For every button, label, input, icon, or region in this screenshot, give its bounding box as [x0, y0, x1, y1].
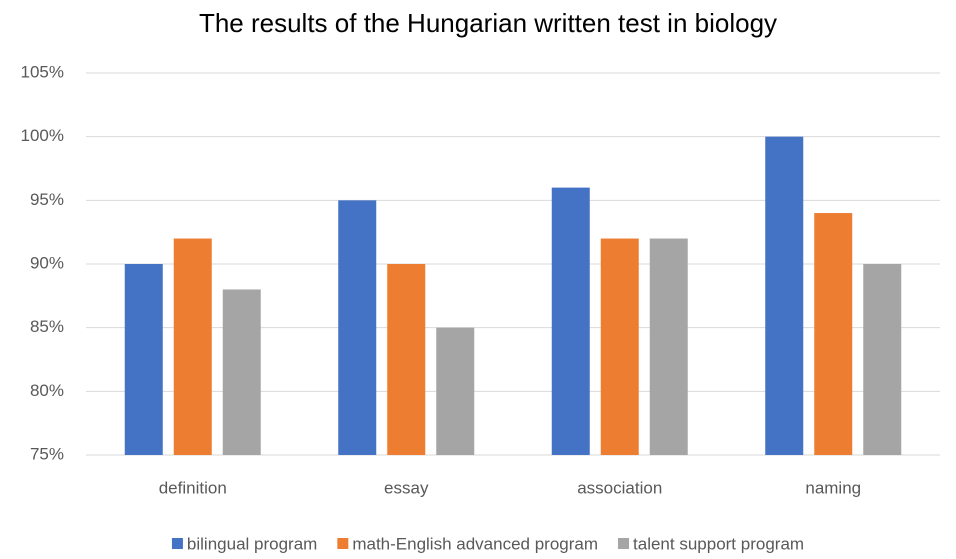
bar: [600, 238, 639, 455]
bar: [649, 238, 688, 455]
chart-title: The results of the Hungarian written tes…: [199, 8, 777, 38]
x-tick-label: essay: [384, 478, 429, 497]
y-tick-label: 75%: [30, 444, 64, 463]
legend-label: talent support program: [633, 534, 804, 553]
x-tick-label: naming: [805, 478, 861, 497]
y-tick-label: 95%: [30, 190, 64, 209]
y-tick-label: 85%: [30, 317, 64, 336]
bar: [173, 238, 212, 455]
legend-label: bilingual program: [187, 534, 317, 553]
bar: [338, 200, 377, 455]
bar: [222, 289, 261, 455]
y-tick-label: 90%: [30, 253, 64, 272]
y-tick-label: 80%: [30, 381, 64, 400]
bar: [551, 187, 590, 455]
x-tick-label: definition: [159, 478, 227, 497]
y-tick-label: 105%: [21, 62, 64, 81]
bar: [765, 136, 804, 455]
x-tick-label: association: [577, 478, 662, 497]
bar: [124, 264, 163, 455]
legend-swatch: [618, 538, 630, 549]
y-tick-label: 100%: [21, 126, 64, 145]
legend-swatch: [171, 538, 183, 549]
bar: [387, 264, 426, 455]
bar: [814, 213, 853, 455]
bar: [436, 327, 475, 455]
legend-label: math-English advanced program: [352, 534, 598, 553]
bar: [863, 264, 902, 455]
legend-swatch: [337, 538, 349, 549]
